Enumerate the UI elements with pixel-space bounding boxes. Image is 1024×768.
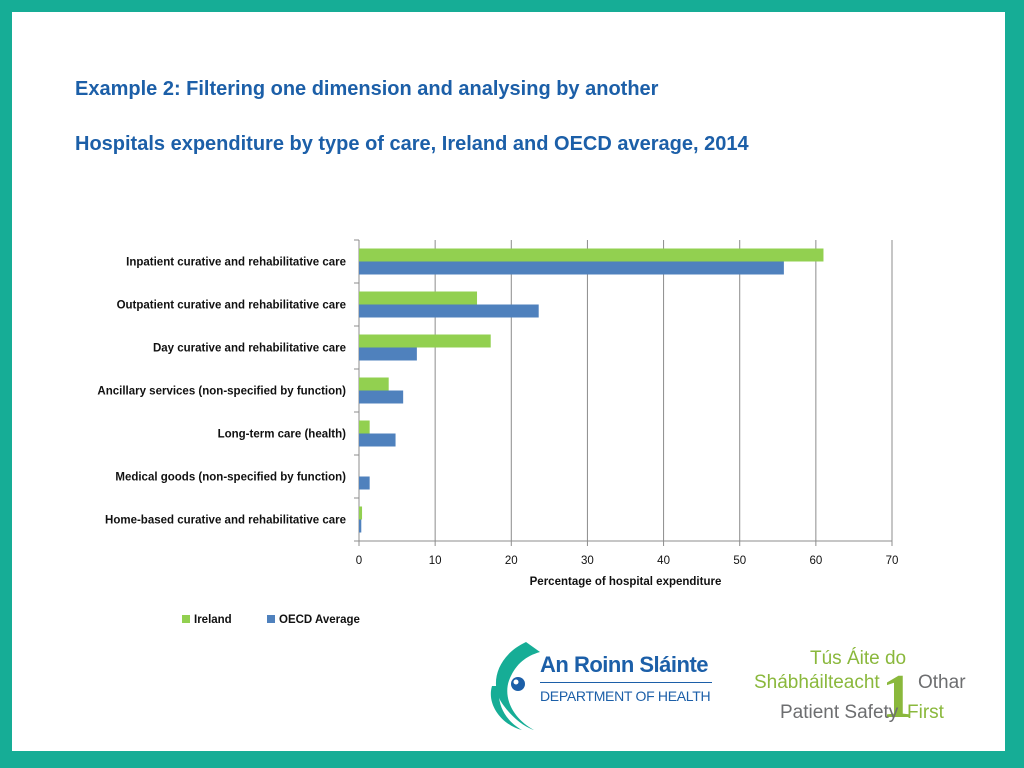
x-tick-label: 50 [733,555,746,567]
bar-ireland [359,334,491,348]
legend-swatch [267,615,275,623]
category-label: Outpatient curative and rehabilitative c… [117,300,346,312]
category-label: Inpatient curative and rehabilitative ca… [126,257,346,269]
slide [12,12,1005,751]
x-tick-label: 70 [886,555,899,567]
x-tick-label: 60 [809,555,822,567]
category-label: Day curative and rehabilitative care [153,343,346,355]
patient-safety-irish-line1: Tús Áite do [810,648,907,669]
slide-heading: Example 2: Filtering one dimension and a… [75,78,659,100]
department-of-health-logo: An Roinn Sláinte DEPARTMENT OF HEALTH [482,636,732,732]
category-label: Home-based curative and rehabilitative c… [105,515,346,527]
bar-ireland [359,291,478,305]
bar-oecd-average [359,519,362,533]
bar-ireland [359,377,389,391]
department-name: An Roinn Sláinte [540,652,709,677]
bar-oecd-average [359,433,396,447]
category-label: Medical goods (non-specified by function… [115,472,346,484]
category-label: Ancillary services (non-specified by fun… [97,386,346,398]
patient-safety-first-word: First [907,702,944,723]
bar-oecd-average [359,476,370,490]
x-tick-label: 0 [356,555,362,567]
patient-safety-irish-line2: Shábháilteacht [754,672,880,693]
chart-title: Hospitals expenditure by type of care, I… [75,133,749,155]
legend-swatch [182,615,190,623]
bar-oecd-average [359,261,784,275]
x-tick-label: 10 [429,555,442,567]
x-tick-label: 20 [505,555,518,567]
patient-safety-first-logo: Tús Áite do Shábháilteacht 1 Othar Patie… [752,644,982,740]
bar-ireland [359,420,370,434]
patient-safety-irish-line2b: Othar [918,672,966,693]
x-tick-label: 30 [581,555,594,567]
patient-safety-english-line: Patient Safety [780,702,899,723]
category-label: Long-term care (health) [218,429,347,441]
bar-ireland [359,248,824,262]
bar-ireland [359,506,363,520]
legend-label: Ireland [194,614,232,626]
legend-label: OECD Average [279,614,360,626]
x-tick-label: 40 [657,555,670,567]
patient-safety-numeral: 1 [882,663,913,731]
x-axis-title: Percentage of hospital expenditure [530,576,722,588]
logo-divider [540,682,712,683]
bar-oecd-average [359,304,539,318]
bar-oecd-average [359,390,404,404]
department-subtitle: DEPARTMENT OF HEALTH [540,688,711,704]
dept-swirl-icon [490,642,540,730]
bar-oecd-average [359,347,417,361]
